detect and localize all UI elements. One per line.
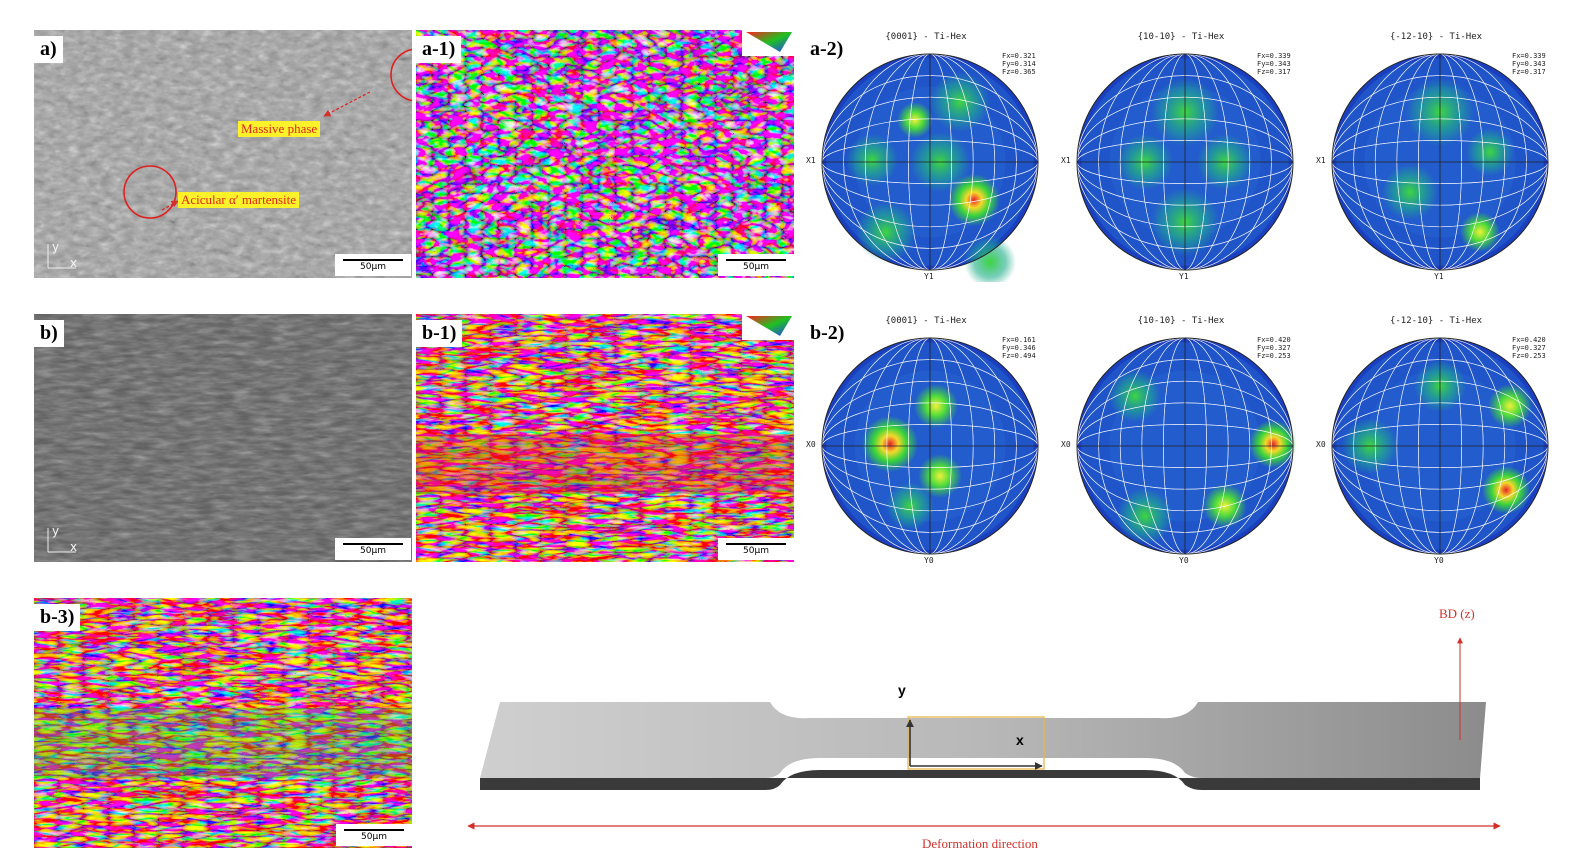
ebsd-map-b1: 50µm bbox=[416, 314, 794, 562]
pole-figure-left-axis: X0 bbox=[1061, 440, 1071, 449]
pole-figure-title: {0001} - Ti-Hex bbox=[885, 316, 967, 326]
axis-y-label: y bbox=[52, 240, 60, 254]
panel-label-a2: a-2) bbox=[810, 38, 844, 60]
pole-figure-bottom-axis: Y1 bbox=[1434, 272, 1444, 281]
ebsd-texture bbox=[416, 30, 794, 278]
sem-image-a: Massive phase Acicular α′ martensite y x… bbox=[34, 30, 412, 278]
pole-figure-stats: Fx=0.420 Fy=0.327 Fz=0.253 bbox=[1257, 336, 1291, 360]
scale-bar: 50µm bbox=[718, 254, 794, 276]
ebsd-map-a1: 50µm bbox=[416, 30, 794, 278]
ipf-key-triangle bbox=[746, 316, 792, 336]
panel-label-b: b) bbox=[34, 320, 64, 347]
pole-figure-title: {10-10} - Ti-Hex bbox=[1137, 316, 1225, 326]
ebsd-texture bbox=[416, 314, 794, 562]
specimen-side bbox=[480, 770, 1480, 790]
specimen-diagram: BD (z) y x Deformation direction bbox=[440, 590, 1540, 860]
pole-figure-stats: Fx=0.420 Fy=0.327 Fz=0.253 bbox=[1512, 336, 1546, 360]
annotation-acicular: Acicular α′ martensite bbox=[178, 192, 300, 208]
pole-figure-stats: Fx=0.161 Fy=0.346 Fz=0.494 bbox=[1002, 336, 1036, 360]
callout-arrow bbox=[323, 91, 371, 117]
scale-bar: 50µm bbox=[335, 538, 411, 560]
pole-figure-stats: Fx=0.339 Fy=0.343 Fz=0.317 bbox=[1512, 52, 1546, 76]
pole-figure-left-axis: X1 bbox=[806, 156, 816, 165]
pole-figure-left-axis: X1 bbox=[1316, 156, 1326, 165]
pole-figure-title: {-12-10} - Ti-Hex bbox=[1389, 316, 1483, 326]
scale-bar: 50µm bbox=[336, 824, 412, 846]
pole-figure-stats: Fx=0.321 Fy=0.314 Fz=0.365 bbox=[1002, 52, 1036, 76]
pole-figure: {-12-10} - Ti-Hex Fx=0.420 Fy=0.327 Fz=0… bbox=[1316, 316, 1558, 566]
pole-figure-stats: Fx=0.339 Fy=0.343 Fz=0.317 bbox=[1257, 52, 1291, 76]
pole-figure-bottom-axis: Y0 bbox=[1434, 556, 1444, 565]
callout-arrow bbox=[161, 200, 179, 211]
pole-figure-title: {10-10} - Ti-Hex bbox=[1137, 32, 1225, 42]
sem-texture bbox=[34, 30, 412, 278]
ipf-key-triangle bbox=[746, 32, 792, 52]
panel-label-b2: b-2) bbox=[810, 322, 845, 344]
pole-figure-plot bbox=[1076, 53, 1294, 271]
annotation-massive-phase: Massive phase bbox=[238, 121, 321, 137]
axis-x-label: x bbox=[70, 540, 78, 554]
region-box bbox=[907, 716, 1045, 770]
pole-figure: {10-10} - Ti-Hex Fx=0.420 Fy=0.327 Fz=0.… bbox=[1061, 316, 1303, 566]
pole-figure-plot bbox=[1331, 53, 1549, 271]
pole-figure-plot bbox=[1331, 337, 1549, 555]
pole-figure-left-axis: X0 bbox=[1316, 440, 1326, 449]
specimen-x-label: x bbox=[1016, 732, 1024, 748]
pole-figure-left-axis: X1 bbox=[1061, 156, 1071, 165]
specimen-top bbox=[480, 702, 1486, 778]
specimen-y-label: y bbox=[898, 682, 906, 698]
specimen-svg bbox=[467, 637, 1501, 830]
pole-figure-left-axis: X0 bbox=[806, 440, 816, 449]
pole-figure: {10-10} - Ti-Hex Fx=0.339 Fy=0.343 Fz=0.… bbox=[1061, 32, 1303, 282]
pole-figure: {0001} - Ti-Hex Fx=0.321 Fy=0.314 Fz=0.3… bbox=[806, 32, 1048, 288]
pole-figure-plot bbox=[1076, 337, 1297, 555]
sem-texture bbox=[34, 314, 412, 562]
panel-label-a: a) bbox=[34, 36, 63, 63]
axis-y-label: y bbox=[52, 524, 60, 538]
pole-figure: {0001} - Ti-Hex Fx=0.161 Fy=0.346 Fz=0.4… bbox=[806, 316, 1048, 566]
ebsd-texture bbox=[34, 598, 412, 848]
panel-label-b1: b-1) bbox=[416, 320, 463, 347]
pole-figure-bottom-axis: Y0 bbox=[924, 556, 934, 565]
pole-figure-bottom-axis: Y0 bbox=[1179, 556, 1189, 565]
axis-x-label: x bbox=[70, 256, 78, 270]
sem-image-b: y x 50µm bbox=[34, 314, 412, 562]
pole-figure-plot bbox=[821, 337, 1039, 555]
panel-label-a1: a-1) bbox=[416, 36, 462, 63]
deformation-label: Deformation direction bbox=[922, 836, 1038, 851]
pole-figure: {-12-10} - Ti-Hex Fx=0.339 Fy=0.343 Fz=0… bbox=[1316, 32, 1558, 282]
highlight-circle bbox=[123, 165, 177, 219]
pole-figure-title: {-12-10} - Ti-Hex bbox=[1389, 32, 1483, 42]
panel-label-b3: b-3) bbox=[34, 604, 81, 631]
ebsd-map-b3: 50µm bbox=[34, 598, 412, 848]
pole-figure-bottom-axis: Y1 bbox=[924, 272, 934, 281]
pole-figure-bottom-axis: Y1 bbox=[1179, 272, 1189, 281]
pole-figure-title: {0001} - Ti-Hex bbox=[885, 32, 967, 42]
bd-label: BD (z) bbox=[1439, 606, 1475, 621]
scale-bar: 50µm bbox=[718, 538, 794, 560]
scale-bar: 50µm bbox=[335, 254, 411, 276]
highlight-circle bbox=[390, 48, 412, 102]
pole-figure-plot bbox=[821, 53, 1039, 288]
